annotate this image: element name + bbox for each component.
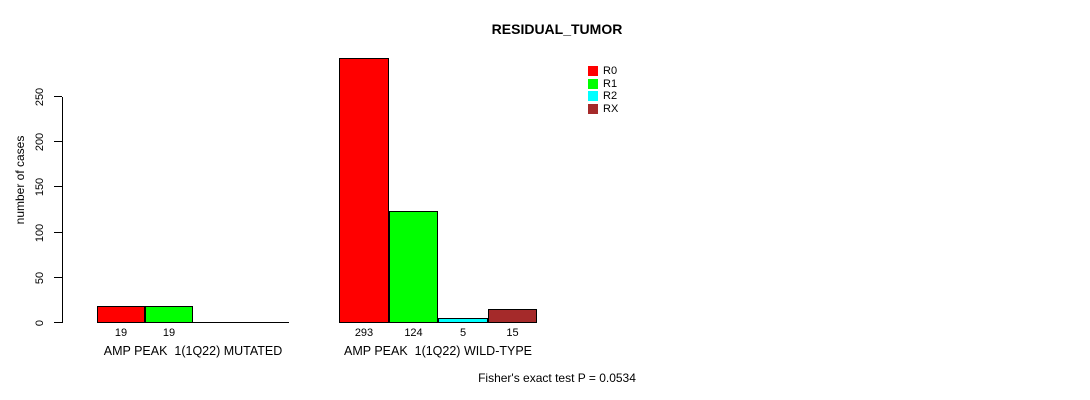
y-axis-tick-label: 100 [34,223,46,243]
bar-value-label-r2-wild-type: 5 [459,327,467,339]
fisher-test-annotation: Fisher's exact test P = 0.0534 [478,371,636,385]
bar-value-label-r0-mutated: 19 [114,327,128,339]
legend-label-r0: R0 [603,65,618,77]
bar-value-label-r0-wild-type: 293 [354,327,374,339]
y-axis-tick-label: 200 [34,132,46,152]
bar-rx-wild-type [488,309,537,323]
legend-item-r0: R0 [588,65,618,77]
bar-r1-mutated [145,306,193,323]
legend-label-r1: R1 [603,77,618,90]
legend-label-rx: RX [603,102,619,115]
y-axis-tick [54,141,62,142]
legend-item-r2: R2 [588,90,618,102]
legend-swatch-r0 [588,66,598,76]
bar-value-label-r1-wild-type: 124 [404,327,423,339]
y-axis-tick-label: 0 [34,319,46,327]
legend-label-r2: R2 [603,90,618,102]
legend-item-rx: RX [588,102,619,115]
y-axis-tick [54,277,62,278]
y-axis-tick-label: 250 [34,87,46,107]
y-axis-tick [54,232,62,233]
y-axis-tick [54,322,62,323]
bar-r2-wild-type [438,318,488,323]
legend-swatch-rx [588,103,598,114]
zero-baseline-r2-mutated [193,322,241,323]
legend-swatch-r1 [588,78,598,89]
bar-r0-wild-type [339,58,389,323]
y-axis-line [62,97,63,323]
y-axis-tick [54,96,62,97]
zero-baseline-rx-mutated [241,322,289,323]
bar-value-label-r1-mutated: 19 [162,327,176,339]
legend-swatch-r2 [588,91,598,101]
y-axis-label: number of cases [13,135,27,225]
category-label-wild-type: AMP PEAK 1(1Q22) WILD-TYPE [343,344,533,358]
y-axis-tick [54,186,62,187]
y-axis-tick-label: 150 [34,177,46,197]
legend-item-r1: R1 [588,77,618,90]
chart-title: RESIDUAL_TUMOR [491,21,623,37]
legend: R0 R1 R2 RX [588,66,618,116]
category-label-mutated: AMP PEAK 1(1Q22) MUTATED [103,344,283,358]
bar-r1-wild-type [389,211,438,323]
y-axis-tick-label: 50 [34,271,46,285]
bar-r0-mutated [97,306,145,323]
bar-value-label-rx-wild-type: 15 [506,327,519,339]
